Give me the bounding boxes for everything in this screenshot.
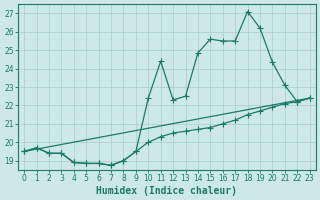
X-axis label: Humidex (Indice chaleur): Humidex (Indice chaleur)	[96, 186, 237, 196]
